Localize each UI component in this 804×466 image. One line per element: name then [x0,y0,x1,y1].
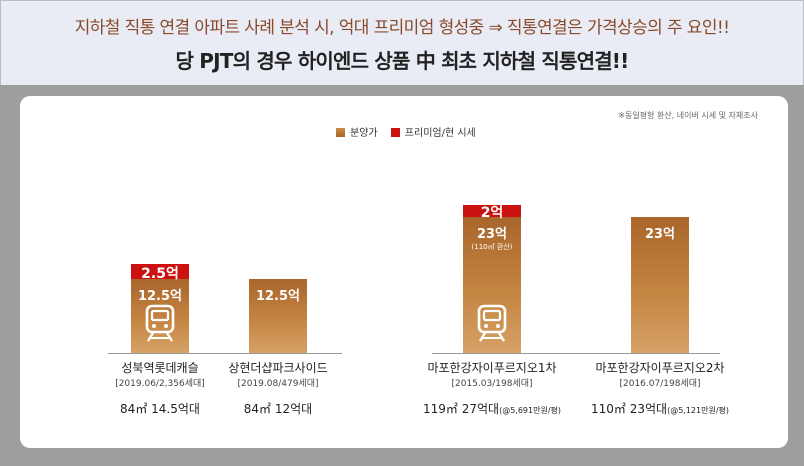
bar-premium-value-label-1: 2.5억 [141,265,179,282]
chart-legend: 분양가 프리미엄/현 시세 [336,124,486,139]
bar-base-value-label-1: 12.5억 [137,289,183,305]
category-price-note-4: (@5,121만원/평) [667,406,729,415]
legend-item-premium: 프리미엄/현 시세 [390,128,476,139]
subway-train-icon-3 [474,303,510,347]
bar-premium-3 [463,205,521,217]
category-info-1: [2019.06/2,356세대] [115,379,205,389]
category-name-4: 마포한강자이푸르지오2차 [595,361,725,375]
headline-analysis: 지하철 직통 연결 아파트 사례 분석 시, 억대 프리미엄 형성중 ⇒ 직통연… [74,18,730,38]
bar-base-3 [463,217,521,353]
bar-premium-value-label-3: 2억 [480,205,504,222]
bar-base-value-label-2: 12.5억 [255,289,301,305]
category-info-3: [2015.03/198세대] [451,379,533,389]
axis-line-1 [108,353,342,354]
category-price-1: 84㎡ 14.5억대 [70,400,250,417]
bar-base-sub-label-3: (110㎡ 환산) [471,243,513,251]
category-name-1: 성북역롯데캐슬 [121,361,199,375]
category-price-note-3: (@5,691만원/평) [499,406,561,415]
bar-premium-1 [131,264,189,280]
legend-swatch-base [336,128,345,137]
bar-base-1 [131,279,189,353]
axis-line-2 [432,353,720,354]
source-note: ※동일평형 환산, 네이버 시세 및 자체조사 [618,111,758,120]
category-name-3: 마포한강자이푸르지오1차 [427,361,557,375]
category-name-2: 상현더샵파크사이드 [228,361,328,375]
legend-label-base: 분양가 [350,128,378,139]
category-price-value-4: 110㎡ 23억대 [591,402,668,416]
category-price-3: 119㎡ 27억대(@5,691만원/평) [402,400,582,417]
category-info-4: [2016.07/198세대] [619,379,701,389]
legend-swatch-premium [390,128,400,137]
legend-label-premium: 프리미엄/현 시세 [404,128,476,139]
category-info-2: [2019.08/479세대] [237,379,319,389]
bar-base-4 [631,217,689,353]
bar-base-value-label-3: 23억 [476,227,508,242]
bar-base-2 [249,279,307,353]
category-price-value-3: 119㎡ 27억대 [423,402,500,416]
category-price-4: 110㎡ 23억대(@5,121만원/평) [570,400,750,417]
category-price-value-2: 84㎡ 12억대 [243,402,313,416]
category-price-2: 84㎡ 12억대 [188,400,368,417]
category-price-value-1: 84㎡ 14.5억대 [120,402,200,416]
legend-item-base: 분양가 [336,128,378,139]
subway-train-icon-1 [142,303,178,347]
headline-project: 당 PJT의 경우 하이엔드 상품 中 최초 지하철 직통연결!! [175,49,630,73]
bar-base-value-label-4: 23억 [644,227,676,242]
